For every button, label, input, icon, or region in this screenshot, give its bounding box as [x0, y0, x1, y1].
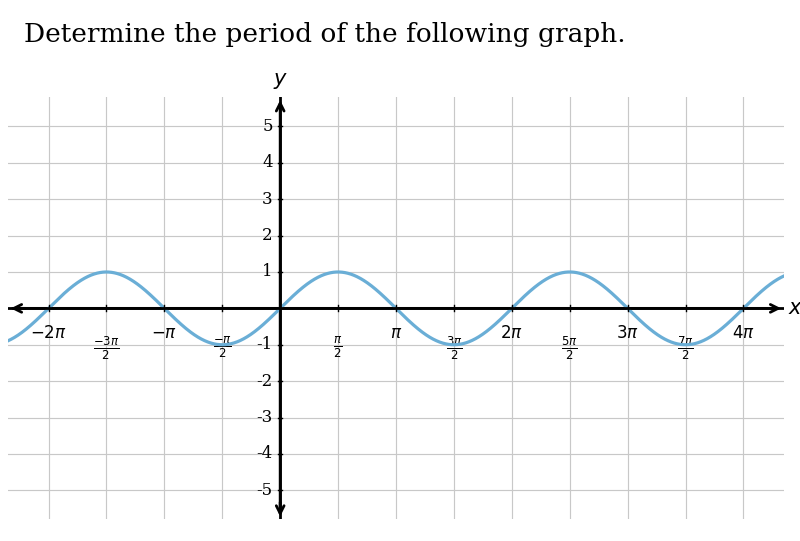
- Text: -1: -1: [257, 337, 273, 353]
- Text: $3\pi$: $3\pi$: [616, 325, 639, 342]
- Text: -3: -3: [257, 409, 273, 426]
- Text: Determine the period of the following graph.: Determine the period of the following gr…: [24, 22, 626, 47]
- Text: $-2\pi$: $-2\pi$: [30, 325, 67, 342]
- Text: -2: -2: [257, 373, 273, 390]
- Text: 5: 5: [262, 118, 273, 135]
- Text: $\pi$: $\pi$: [390, 325, 402, 342]
- Text: $y$: $y$: [273, 71, 288, 91]
- Text: 1: 1: [262, 263, 273, 280]
- Text: $\frac{\pi}{2}$: $\frac{\pi}{2}$: [334, 334, 342, 360]
- Text: $\frac{-\pi}{2}$: $\frac{-\pi}{2}$: [213, 334, 232, 360]
- Text: -5: -5: [257, 481, 273, 499]
- Text: $-\pi$: $-\pi$: [151, 325, 178, 342]
- Text: 4: 4: [262, 154, 273, 171]
- Text: $\frac{3\pi}{2}$: $\frac{3\pi}{2}$: [446, 334, 462, 362]
- Text: $2\pi$: $2\pi$: [501, 325, 523, 342]
- Text: $\frac{5\pi}{2}$: $\frac{5\pi}{2}$: [562, 334, 578, 362]
- Text: 3: 3: [262, 191, 273, 208]
- Text: $x$: $x$: [789, 299, 800, 318]
- Text: 2: 2: [262, 227, 273, 244]
- Text: $4\pi$: $4\pi$: [732, 325, 755, 342]
- Text: $\frac{7\pi}{2}$: $\frac{7\pi}{2}$: [678, 334, 694, 362]
- Text: -4: -4: [257, 445, 273, 463]
- Text: $\frac{-3\pi}{2}$: $\frac{-3\pi}{2}$: [94, 334, 120, 362]
